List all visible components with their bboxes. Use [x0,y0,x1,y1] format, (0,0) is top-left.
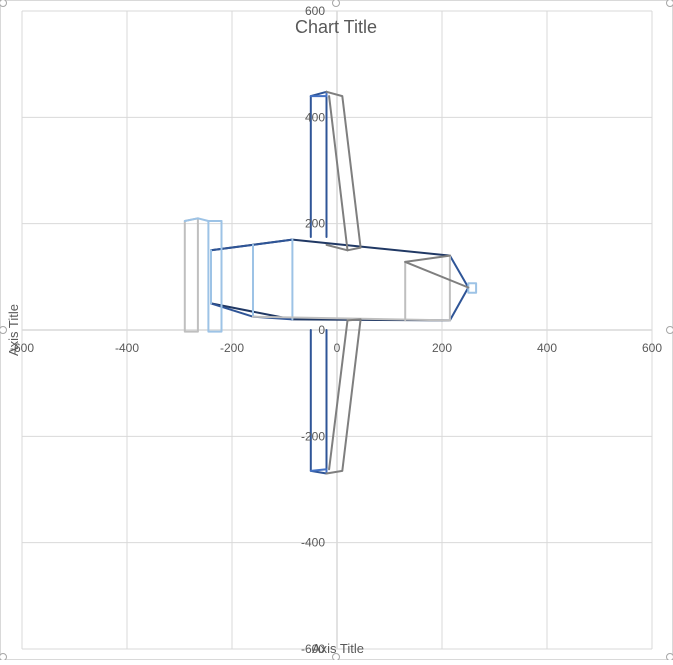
resize-handle[interactable] [667,0,673,7]
x-tick-label: -400 [115,341,139,355]
x-tick-label: 600 [642,341,662,355]
x-tick-label: 200 [432,341,452,355]
y-tick-label: 400 [305,110,325,124]
resize-handle[interactable] [0,654,7,661]
resize-handle[interactable] [0,0,7,7]
x-tick-label: -200 [220,341,244,355]
y-tick-label: -400 [301,536,325,550]
resize-handle[interactable] [667,654,673,661]
y-axis-title[interactable]: Axis Title [6,304,21,356]
resize-handle[interactable] [333,654,340,661]
chart-title[interactable]: Chart Title [295,17,377,37]
y-tick-label: -200 [301,429,325,443]
y-tick-label: 0 [318,323,325,337]
resize-handle[interactable] [0,327,7,334]
resize-handle[interactable] [667,327,673,334]
y-tick-label: 600 [305,4,325,18]
y-tick-label: 200 [305,217,325,231]
resize-handle[interactable] [333,0,340,7]
x-tick-label: 0 [334,341,341,355]
x-tick-label: 400 [537,341,557,355]
